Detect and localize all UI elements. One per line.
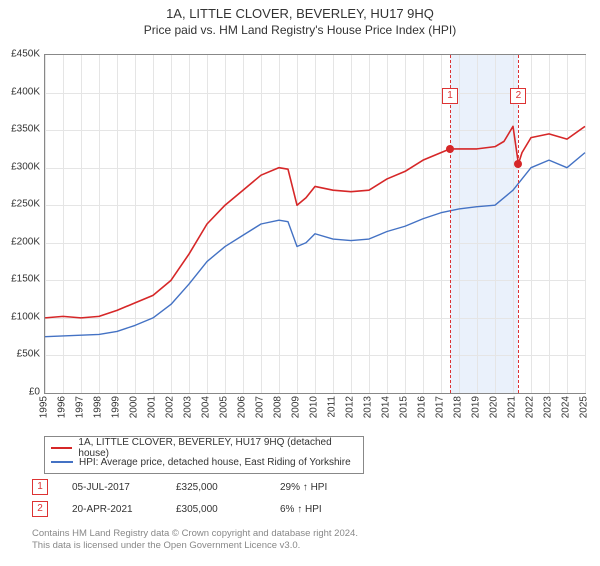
chart-subtitle: Price paid vs. HM Land Registry's House …	[0, 23, 600, 37]
x-tick-label: 2011	[327, 396, 338, 418]
sales-row: 2 20-APR-2021 £305,000 6% ↑ HPI	[32, 498, 360, 520]
x-tick-label: 2007	[255, 396, 266, 418]
y-tick-label: £350K	[0, 124, 40, 135]
x-tick-label: 2015	[399, 396, 410, 418]
x-tick-label: 1996	[57, 396, 68, 418]
sale-dot	[446, 145, 454, 153]
x-tick-label: 2017	[435, 396, 446, 418]
y-tick-label: £400K	[0, 86, 40, 97]
legend: 1A, LITTLE CLOVER, BEVERLEY, HU17 9HQ (d…	[44, 436, 364, 474]
footer-attribution: Contains HM Land Registry data © Crown c…	[32, 528, 358, 553]
footer-line1: Contains HM Land Registry data © Crown c…	[32, 528, 358, 540]
y-tick-label: £450K	[0, 49, 40, 60]
y-tick-label: £300K	[0, 161, 40, 172]
series-property	[45, 126, 585, 318]
series-svg	[45, 55, 585, 393]
sale-marker-box: 2	[510, 88, 526, 104]
x-tick-label: 2002	[165, 396, 176, 418]
x-tick-label: 2010	[309, 396, 320, 418]
sale-index-box: 1	[32, 479, 48, 495]
legend-swatch	[51, 447, 72, 449]
sales-row: 1 05-JUL-2017 £325,000 29% ↑ HPI	[32, 476, 360, 498]
x-tick-label: 2021	[507, 396, 518, 418]
y-tick-label: £100K	[0, 311, 40, 322]
y-tick-label: £50K	[0, 349, 40, 360]
x-tick-label: 2019	[471, 396, 482, 418]
chart-container: 1A, LITTLE CLOVER, BEVERLEY, HU17 9HQ Pr…	[0, 6, 600, 566]
series-hpi	[45, 153, 585, 337]
x-tick-label: 1995	[39, 396, 50, 418]
y-tick-label: £150K	[0, 274, 40, 285]
x-tick-label: 1998	[93, 396, 104, 418]
chart-title: 1A, LITTLE CLOVER, BEVERLEY, HU17 9HQ	[0, 6, 600, 21]
x-tick-label: 2012	[345, 396, 356, 418]
sale-vline	[450, 55, 451, 393]
grid-v	[585, 55, 586, 393]
legend-row: 1A, LITTLE CLOVER, BEVERLEY, HU17 9HQ (d…	[51, 441, 357, 455]
sale-dot	[514, 160, 522, 168]
y-tick-label: £0	[0, 387, 40, 398]
sales-table: 1 05-JUL-2017 £325,000 29% ↑ HPI 2 20-APR-202…	[32, 476, 360, 520]
sale-price: £305,000	[176, 504, 256, 515]
x-tick-label: 2008	[273, 396, 284, 418]
x-tick-label: 2020	[489, 396, 500, 418]
sale-marker-box: 1	[442, 88, 458, 104]
x-tick-label: 2022	[525, 396, 536, 418]
legend-row: HPI: Average price, detached house, East…	[51, 455, 357, 469]
sale-index-box: 2	[32, 501, 48, 517]
y-tick-label: £250K	[0, 199, 40, 210]
x-tick-label: 2006	[237, 396, 248, 418]
x-tick-label: 2003	[183, 396, 194, 418]
sale-date: 20-APR-2021	[72, 504, 152, 515]
x-tick-label: 2016	[417, 396, 428, 418]
x-tick-label: 2001	[147, 396, 158, 418]
footer-line2: This data is licensed under the Open Gov…	[32, 540, 358, 552]
sale-price: £325,000	[176, 482, 256, 493]
x-tick-label: 2013	[363, 396, 374, 418]
sale-vline	[518, 55, 519, 393]
y-tick-label: £200K	[0, 236, 40, 247]
x-tick-label: 2005	[219, 396, 230, 418]
x-tick-label: 2018	[453, 396, 464, 418]
legend-label: HPI: Average price, detached house, East…	[79, 457, 351, 468]
x-tick-label: 2023	[543, 396, 554, 418]
x-tick-label: 2024	[561, 396, 572, 418]
x-tick-label: 1999	[111, 396, 122, 418]
sale-diff: 29% ↑ HPI	[280, 482, 360, 493]
x-tick-label: 1997	[75, 396, 86, 418]
x-tick-label: 2004	[201, 396, 212, 418]
plot-area: 12	[44, 54, 586, 394]
legend-swatch	[51, 461, 73, 463]
sale-date: 05-JUL-2017	[72, 482, 152, 493]
sale-diff: 6% ↑ HPI	[280, 504, 360, 515]
x-tick-label: 2009	[291, 396, 302, 418]
x-tick-label: 2025	[579, 396, 590, 418]
x-tick-label: 2014	[381, 396, 392, 418]
x-tick-label: 2000	[129, 396, 140, 418]
